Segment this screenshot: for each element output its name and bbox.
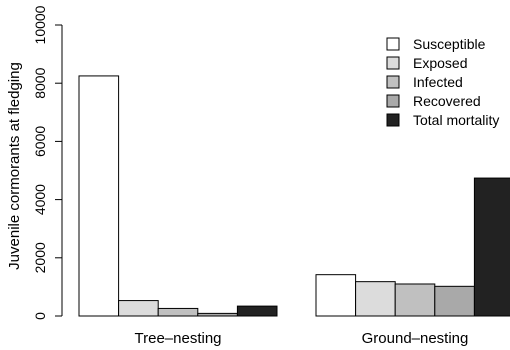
legend-label: Infected	[413, 74, 463, 90]
bar-infected	[394, 283, 436, 317]
y-tick-label: 6000	[32, 126, 48, 157]
x-category-label: Ground–nesting	[362, 330, 469, 347]
bar-exposed	[355, 281, 396, 317]
legend-swatch	[386, 113, 400, 127]
bar-recovered	[434, 285, 475, 317]
legend-label: Exposed	[413, 55, 467, 71]
legend-swatch	[386, 75, 400, 89]
y-tick-label: 8000	[32, 67, 48, 98]
legend-label: Recovered	[413, 93, 481, 109]
legend-item: Infected	[386, 74, 463, 90]
bar-total-mortality	[236, 305, 278, 317]
y-tick-label: 4000	[32, 184, 48, 215]
y-tick-label: 0	[32, 312, 48, 320]
y-axis-label: Juvenile cormorants at fledging	[6, 62, 23, 270]
bar-groups	[78, 75, 510, 317]
bar-susceptible	[78, 75, 120, 317]
legend-item: Exposed	[386, 55, 467, 71]
bar-recovered	[197, 312, 238, 317]
y-tick-label: 2000	[32, 242, 48, 273]
legend-swatch	[386, 37, 400, 51]
bar-infected	[157, 307, 199, 317]
legend-item: Total mortality	[386, 112, 499, 128]
bar-group	[315, 177, 510, 317]
legend-item: Recovered	[386, 93, 481, 109]
legend-label: Total mortality	[413, 112, 499, 128]
legend: Susceptible Exposed Infected Recovered Total…	[386, 36, 499, 128]
legend-label: Susceptible	[413, 36, 486, 52]
bar-group	[78, 75, 278, 317]
x-axis-category-labels: Tree–nesting Ground–nesting	[135, 330, 469, 347]
bar-exposed	[118, 300, 159, 317]
x-category-label: Tree–nesting	[135, 330, 222, 347]
bar-total-mortality	[473, 177, 510, 317]
y-axis: 0 2000 4000 6000 8000 10000	[32, 5, 63, 320]
bar-susceptible	[315, 274, 357, 317]
legend-item: Susceptible	[386, 36, 486, 52]
legend-swatch	[386, 56, 400, 70]
legend-swatch	[386, 94, 400, 108]
y-tick-label: 10000	[32, 5, 48, 44]
